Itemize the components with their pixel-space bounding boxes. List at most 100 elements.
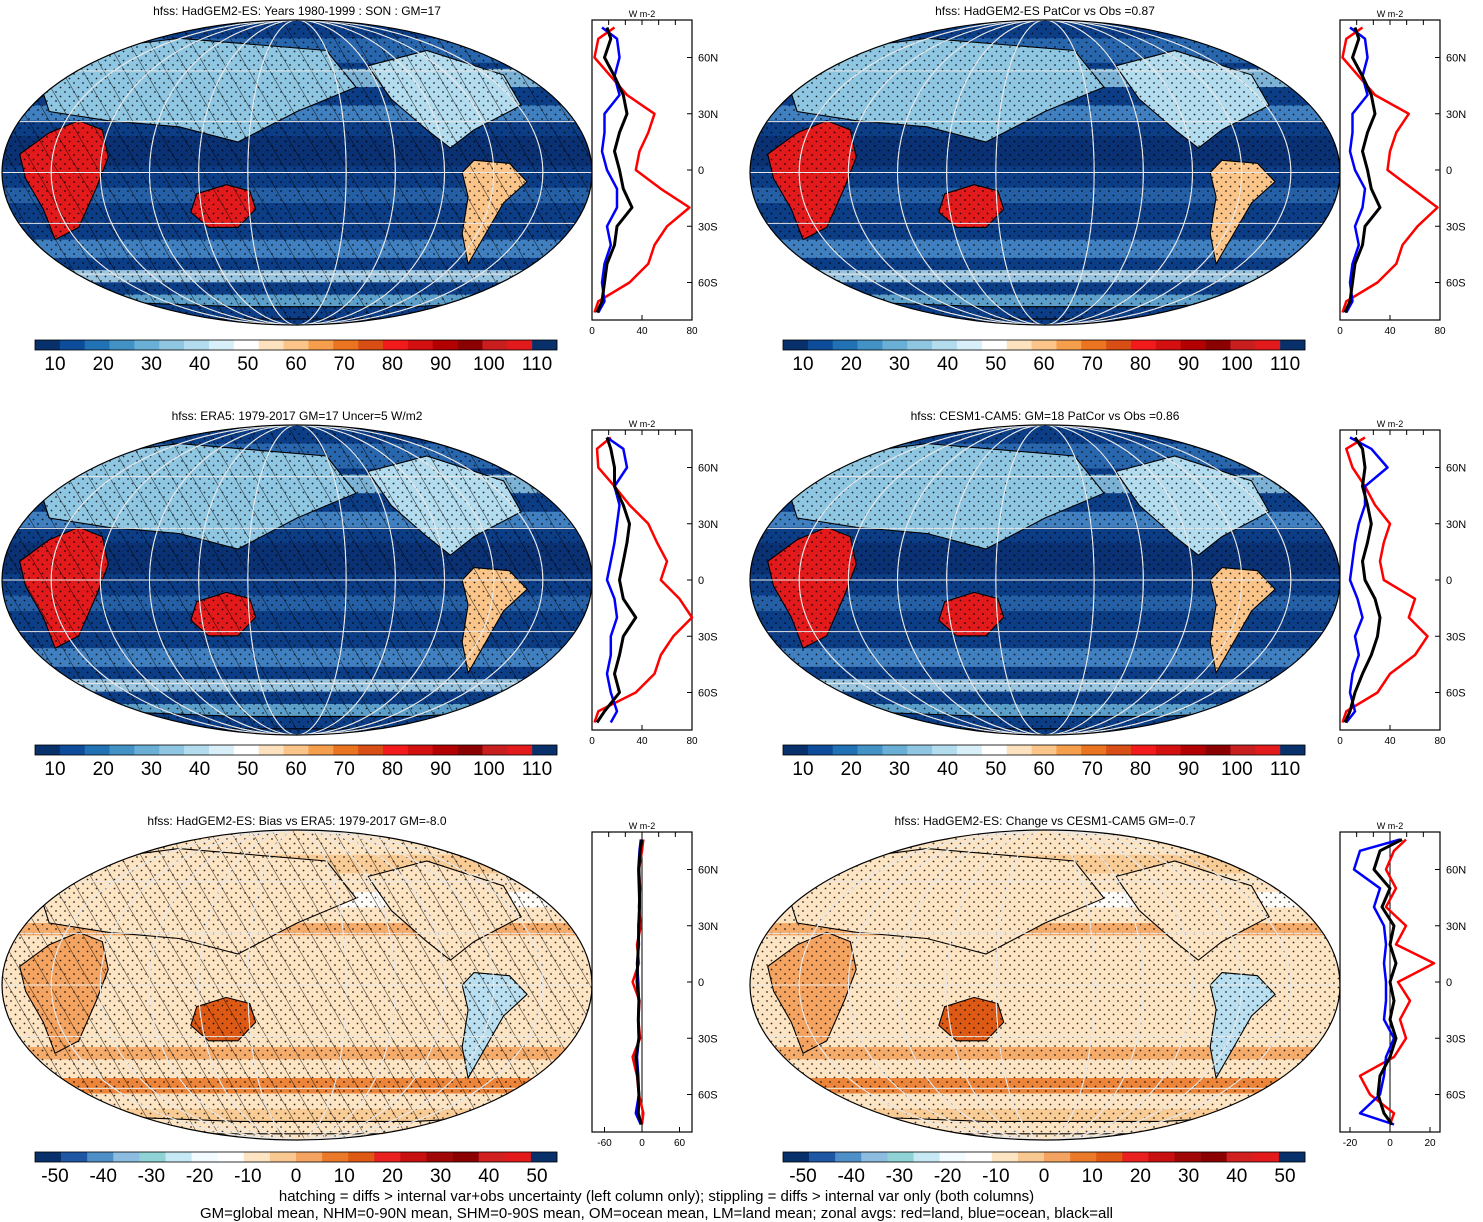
panel-title: hfss: HadGEM2-ES: Bias vs ERA5: 1979-201…: [147, 814, 446, 828]
colorbar-tick-label: 50: [985, 354, 1006, 375]
colorbar-swatch: [530, 1152, 558, 1162]
colorbar-swatch: [165, 1152, 192, 1162]
colorbar-swatch: [109, 340, 135, 350]
colorbar-tick-label: -10: [234, 1166, 261, 1187]
colorbar-swatch: [1255, 745, 1281, 755]
colorbar-tick-label: -50: [789, 1166, 816, 1187]
colorbar-tick-label: 50: [237, 759, 258, 780]
zonal-line-ocean: [597, 26, 621, 314]
colorbar-tick-label: 30: [430, 1166, 451, 1187]
zonal-ytick-label: 0: [1446, 165, 1452, 177]
colorbar-swatch: [61, 1152, 88, 1162]
colorbar-swatch: [965, 1152, 993, 1162]
zonal-profile: W m-2 0 40 80 60N 30N 0 30S 60S: [1337, 9, 1466, 337]
zonal-profile: W m-2 0 40 80 60N 30N 0 30S 60S: [589, 9, 718, 337]
panel-2: hfss: HadGEM2-ES PatCor vs Obs =0.87 10 20…: [749, 4, 1466, 375]
colorbar-swatch: [59, 745, 86, 755]
colorbar-swatch: [35, 745, 61, 755]
zonal-line-all: [634, 839, 644, 1125]
zonal-ytick-label: 60N: [1446, 463, 1466, 475]
colorbar-tick-label: -40: [89, 1166, 116, 1187]
zonal-xtick-label: 40: [636, 326, 648, 337]
colorbar-tick-label: 10: [44, 759, 65, 780]
panel-3: hfss: ERA5: 1979-2017 GM=17 Uncer=5 W/m2…: [1, 409, 718, 780]
zonal-xtick-label: 0: [1387, 1138, 1393, 1149]
zonal-line-land: [1341, 26, 1439, 313]
colorbar-swatch: [1278, 1152, 1306, 1162]
colorbar-tick-label: 100: [1221, 759, 1253, 780]
colorbar-tick-label: 40: [478, 1166, 499, 1187]
zonal-units-label: W m-2: [1377, 821, 1404, 831]
zonal-xtick-label: 40: [1384, 736, 1396, 747]
colorbar-swatch: [482, 340, 508, 350]
colorbar-tick-label: -30: [886, 1166, 913, 1187]
panel-title: hfss: CESM1-CAM5: GM=18 PatCor vs Obs =0…: [911, 409, 1180, 423]
zonal-units-label: W m-2: [629, 821, 656, 831]
colorbar-swatch: [333, 340, 359, 350]
colorbar-swatch: [1205, 745, 1231, 755]
zonal-ytick-label: 60N: [698, 865, 718, 877]
colorbar-swatch: [783, 745, 809, 755]
colorbar-swatch: [308, 745, 334, 755]
zonal-xtick-label: 80: [686, 326, 698, 337]
colorbar-swatch: [1031, 745, 1057, 755]
zonal-line-all: [1372, 838, 1403, 1126]
graticule: [750, 830, 1340, 1140]
colorbar-tick-label: 30: [1178, 1166, 1199, 1187]
colorbar-tick-label: 0: [291, 1166, 302, 1187]
colorbar-tick-label: 10: [1082, 1166, 1103, 1187]
zonal-xtick-label: 0: [589, 736, 595, 747]
colorbar-swatch: [139, 1152, 166, 1162]
colorbar-swatch: [1131, 340, 1157, 350]
zonal-line-land: [593, 436, 694, 723]
colorbar-tick-label: 70: [1082, 759, 1103, 780]
colorbar-swatch: [478, 1152, 506, 1162]
zonal-xtick-label: 80: [1434, 326, 1446, 337]
colorbar-tick-label: -50: [41, 1166, 68, 1187]
colorbar-tick-label: 0: [1039, 1166, 1050, 1187]
colorbar-swatch: [1280, 745, 1306, 755]
colorbar-swatch: [1205, 340, 1231, 350]
colorbar-swatch: [84, 745, 110, 755]
zonal-ytick-label: 30S: [1446, 631, 1466, 643]
zonal-xtick-label: 80: [686, 736, 698, 747]
zonal-xtick-label: 40: [1384, 326, 1396, 337]
zonal-ytick-label: 30N: [698, 109, 718, 121]
colorbar-swatch: [532, 340, 558, 350]
colorbar-tick-label: -20: [934, 1166, 961, 1187]
panel-6: hfss: HadGEM2-ES: Change vs CESM1-CAM5 G…: [749, 814, 1466, 1187]
zonal-units-label: W m-2: [629, 419, 656, 429]
colorbar-tick-label: 20: [841, 759, 862, 780]
colorbar-swatch: [209, 340, 235, 350]
colorbar-swatch: [913, 1152, 940, 1162]
colorbar-swatch: [1230, 340, 1256, 350]
colorbar-tick-label: 90: [430, 759, 451, 780]
colorbar-swatch: [957, 745, 983, 755]
graticule: [2, 830, 592, 1140]
colorbar-swatch: [1280, 340, 1306, 350]
colorbar: 10 20 30 40 50 60 70 80 90 100 110: [34, 339, 558, 375]
colorbar-swatch: [832, 745, 858, 755]
zonal-profile: W m-2 -20 0 20 60N 30N 0 30S 60S: [1339, 821, 1466, 1149]
colorbar-swatch: [184, 745, 210, 755]
colorbar-swatch: [861, 1152, 888, 1162]
colorbar-swatch: [322, 1152, 349, 1162]
colorbar-swatch: [452, 1152, 479, 1162]
colorbar: 10 20 30 40 50 60 70 80 90 100 110: [782, 744, 1306, 780]
colorbar-tick-label: 60: [285, 759, 306, 780]
colorbar-swatch: [358, 340, 384, 350]
colorbar-tick-label: 80: [382, 354, 403, 375]
colorbar-swatch: [832, 340, 858, 350]
colorbar-swatch: [1155, 340, 1182, 350]
colorbar-tick-label: 30: [141, 759, 162, 780]
colorbar-tick-label: 20: [382, 1166, 403, 1187]
zonal-xtick-label: 0: [639, 1138, 645, 1149]
colorbar-swatch: [835, 1152, 862, 1162]
colorbar-swatch: [1155, 745, 1182, 755]
colorbar-swatch: [59, 340, 86, 350]
colorbar-swatch: [1106, 340, 1132, 350]
colorbar-swatch: [1252, 1152, 1280, 1162]
colorbar-tick-label: 110: [522, 759, 552, 780]
colorbar-swatch: [159, 745, 185, 755]
colorbar-tick-label: -10: [982, 1166, 1009, 1187]
